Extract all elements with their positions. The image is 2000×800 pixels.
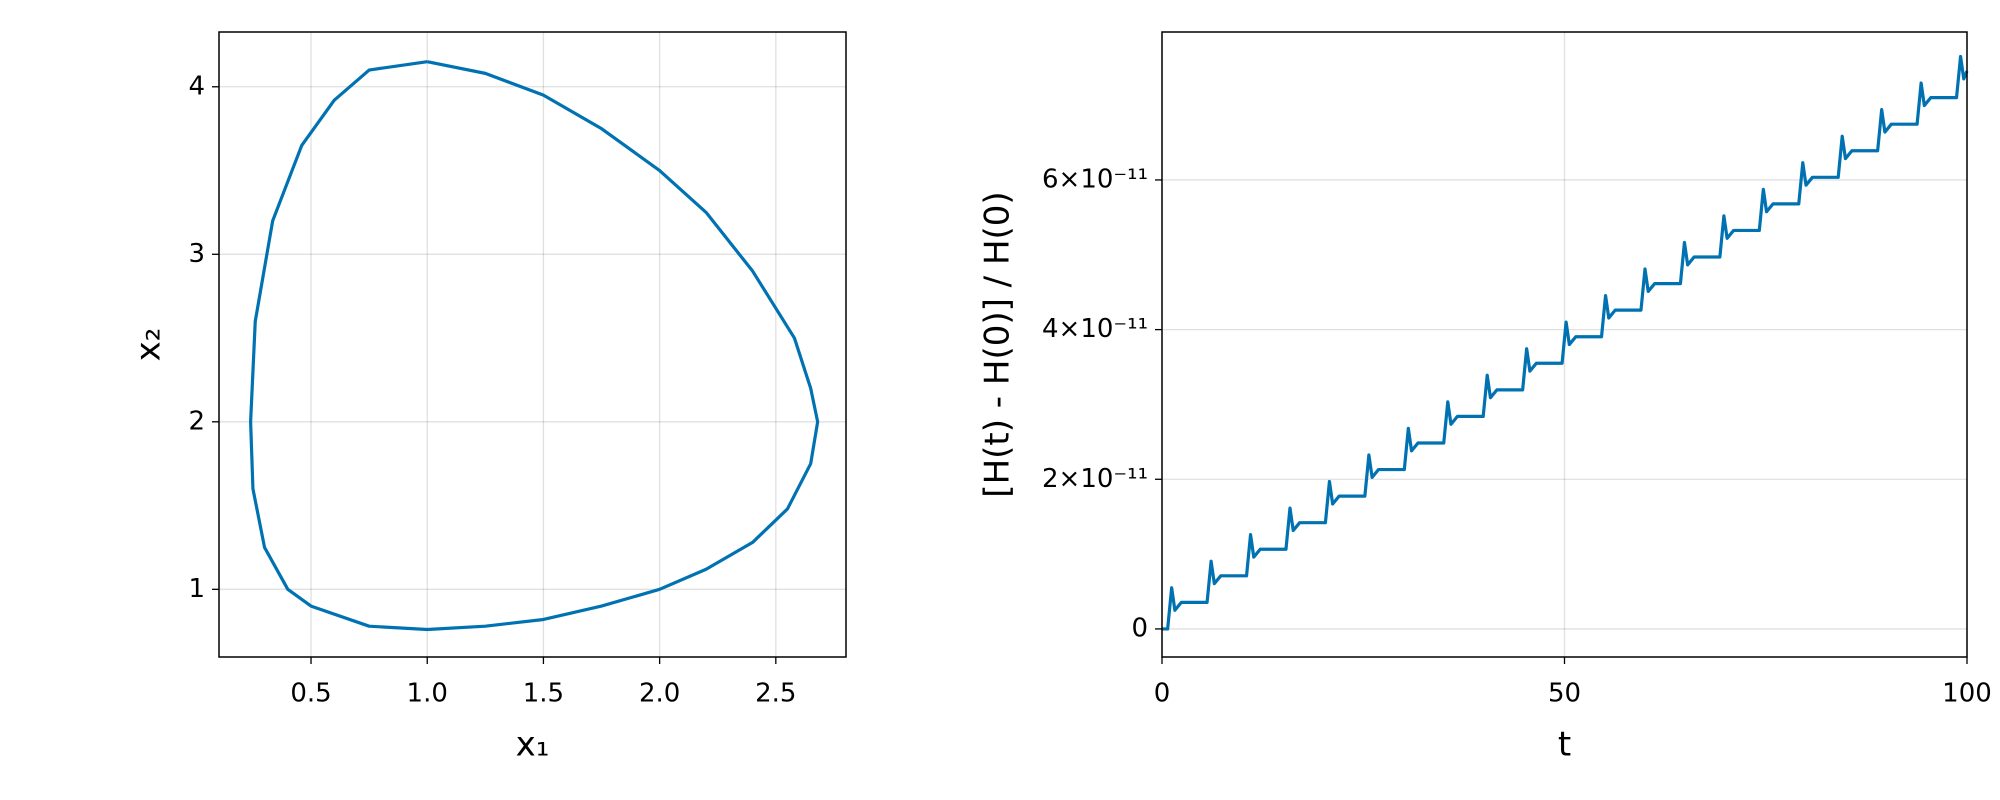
y-tick-label: 2 [188, 406, 205, 436]
y-tick-label: 3 [188, 239, 205, 269]
plot-frame [218, 31, 847, 658]
x-tick-label: 0 [1154, 679, 1171, 709]
y-axis-label: [H(t) - H(0)] / H(0) [978, 191, 1018, 497]
y-tick-label: 6×10⁻¹¹ [1042, 164, 1148, 194]
y-axis-label: x₂ [129, 328, 169, 362]
x-tick-label: 50 [1548, 679, 1581, 709]
x-tick-label: 0.5 [290, 679, 331, 709]
y-tick-label: 1 [188, 574, 205, 604]
x-tick-label: 2.5 [755, 679, 796, 709]
x-tick-label: 1.0 [407, 679, 448, 709]
x-axis-label: x₁ [516, 725, 550, 765]
y-tick-label: 4 [188, 71, 205, 101]
x-tick-label: 2.0 [639, 679, 680, 709]
plot-frame [1161, 31, 1968, 658]
data-line [249, 60, 820, 632]
y-tick-label: 0 [1131, 613, 1148, 643]
x-axis-label: t [1558, 725, 1571, 765]
x-tick-label: 1.5 [523, 679, 564, 709]
data-line [1162, 54, 1969, 631]
y-tick-label: 4×10⁻¹¹ [1042, 314, 1148, 344]
x-tick-label: 100 [1942, 679, 1992, 709]
y-tick-label: 2×10⁻¹¹ [1042, 464, 1148, 494]
